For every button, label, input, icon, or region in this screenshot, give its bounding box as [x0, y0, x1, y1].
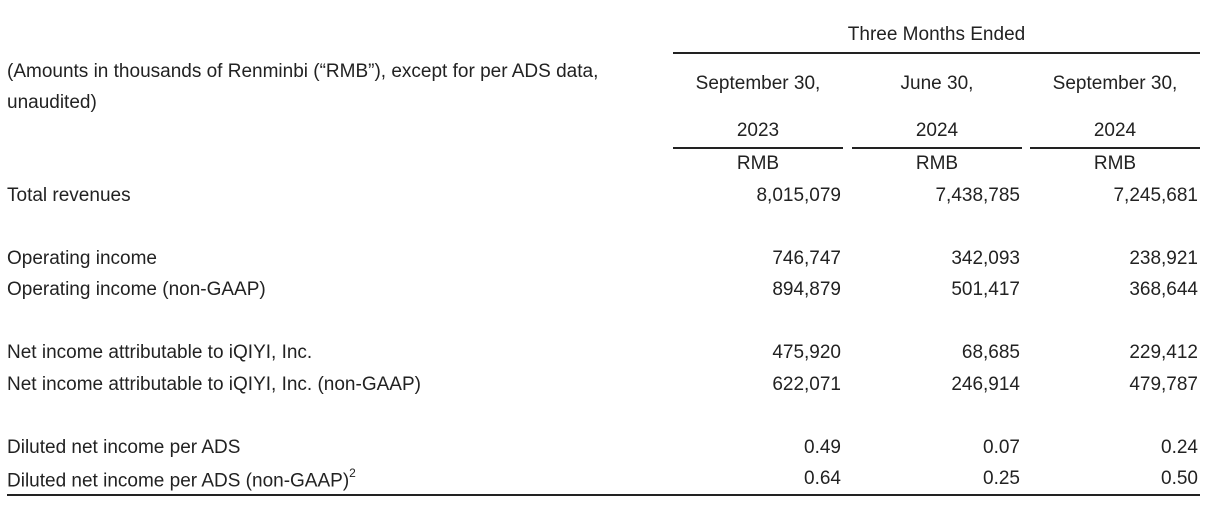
header-rule [673, 52, 1200, 54]
row-value: 368,644 [1129, 279, 1198, 300]
row-value: 0.07 [983, 437, 1020, 458]
column-currency: RMB [1093, 153, 1137, 174]
row-value: 8,015,079 [756, 185, 841, 206]
row-value: 246,914 [951, 374, 1020, 395]
row-value: 0.25 [983, 468, 1020, 489]
row-value: 7,438,785 [935, 185, 1020, 206]
row-label: Diluted net income per ADS [7, 437, 241, 458]
column-year: 2024 [1093, 120, 1137, 141]
row-value: 342,093 [951, 248, 1020, 269]
row-label: Diluted net income per ADS (non-GAAP) [7, 470, 350, 492]
row-value: 68,685 [961, 342, 1020, 363]
row-value: 0.24 [1161, 437, 1198, 458]
column-rule [852, 147, 1022, 149]
row-label: Net income attributable to iQIYI, Inc. (… [7, 374, 421, 395]
table-description: (Amounts in thousands of Renminbi (“RMB”… [7, 61, 599, 113]
column-year: 2024 [915, 120, 959, 141]
row-value: 229,412 [1129, 342, 1198, 363]
column-date: September 30, [1052, 73, 1178, 94]
row-label: Net income attributable to iQIYI, Inc. [7, 342, 313, 363]
row-label: Operating income (non-GAAP) [7, 279, 266, 300]
row-label-with-footnote: Diluted net income per ADS (non-GAAP)2 [7, 466, 356, 492]
column-currency: RMB [736, 153, 780, 174]
row-value: 7,245,681 [1113, 185, 1198, 206]
period-header: Three Months Ended [847, 24, 1026, 45]
column-rule [673, 147, 843, 149]
row-label: Total revenues [7, 185, 131, 206]
column-date: September 30, [695, 73, 821, 94]
row-label: Operating income [7, 248, 157, 269]
row-value: 475,920 [772, 342, 841, 363]
row-value: 479,787 [1129, 374, 1198, 395]
row-value: 0.49 [804, 437, 841, 458]
column-rule [1030, 147, 1200, 149]
row-value: 238,921 [1129, 248, 1198, 269]
row-value: 622,071 [772, 374, 841, 395]
row-value: 894,879 [772, 279, 841, 300]
row-value: 0.50 [1161, 468, 1198, 489]
row-value: 0.64 [804, 468, 841, 489]
row-value: 501,417 [951, 279, 1020, 300]
column-currency: RMB [915, 153, 959, 174]
table-bottom-rule [7, 494, 1200, 496]
column-date: June 30, [900, 73, 974, 94]
row-value: 746,747 [772, 248, 841, 269]
column-year: 2023 [736, 120, 780, 141]
footnote-marker: 2 [349, 466, 356, 480]
